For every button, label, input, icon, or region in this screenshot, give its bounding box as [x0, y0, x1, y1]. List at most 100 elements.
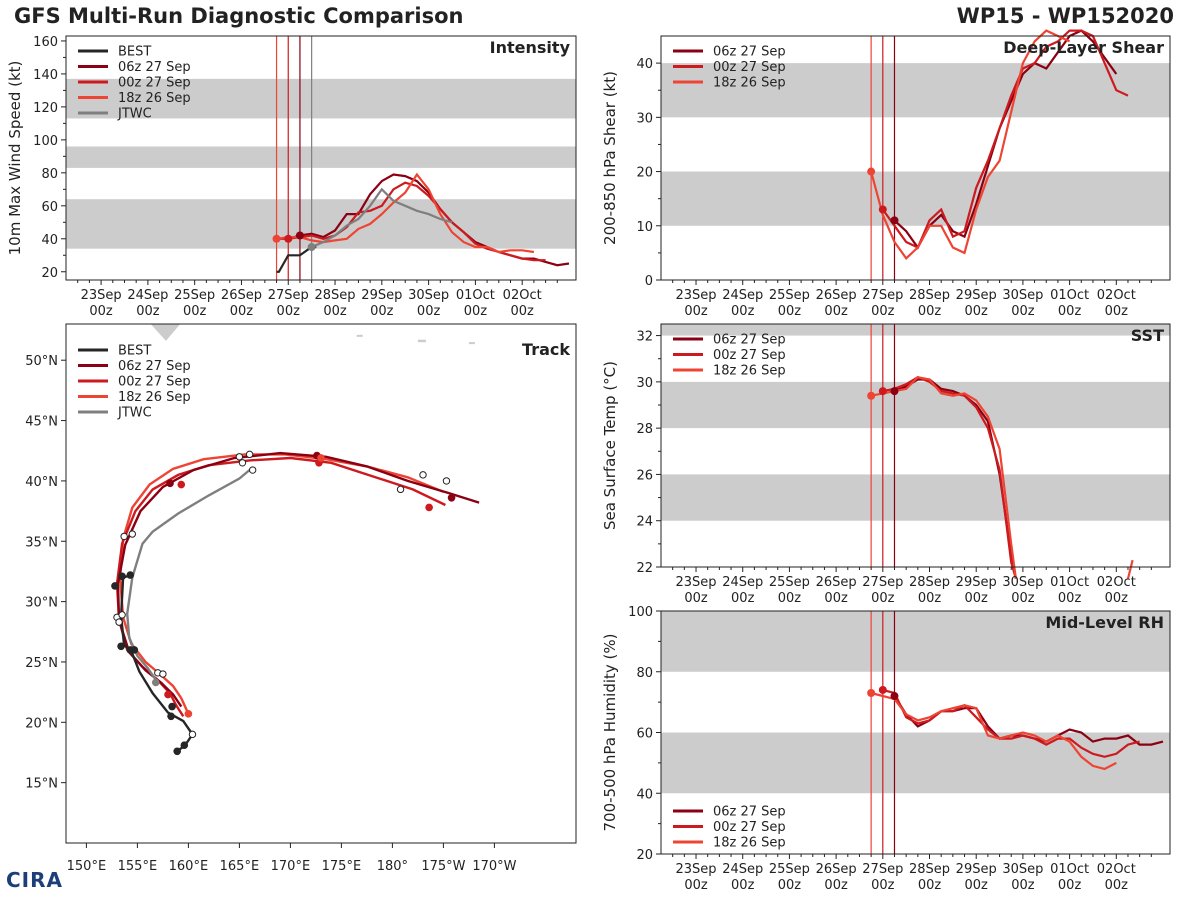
track-point: [317, 454, 325, 462]
track-open-point: [419, 471, 427, 479]
legend-label: 18z 26 Sep: [118, 390, 191, 405]
x-tick-label: 180°: [377, 859, 408, 874]
y-tick-label: 45°N: [25, 415, 58, 430]
x-tick-sublabel: 00z: [1105, 304, 1129, 319]
y-tick-label: 0: [645, 274, 653, 289]
x-tick-sublabel: 00z: [1011, 878, 1035, 893]
x-tick-label: 27Sep: [862, 288, 903, 303]
x-tick-sublabel: 00z: [731, 878, 755, 893]
panel-shear: 01020304023Sep00z24Sep00z25Sep00z26Sep00…: [601, 29, 1171, 319]
x-tick-label: 160°E: [169, 859, 209, 874]
y-tick-label: 30: [636, 376, 653, 391]
y-tick-label: 100: [628, 605, 653, 620]
x-tick-label: 30Sep: [1002, 575, 1043, 590]
track-open-point: [120, 532, 128, 541]
panel-title: SST: [1131, 326, 1164, 345]
y-tick-label: 30°N: [25, 596, 58, 611]
start-marker: [878, 685, 887, 694]
y-tick-label: 140: [33, 68, 58, 83]
x-tick-sublabel: 00z: [824, 878, 848, 893]
x-tick-sublabel: 00z: [277, 304, 301, 319]
y-tick-label: 28: [636, 422, 653, 437]
y-axis-label: Sea Surface Temp (°C): [601, 361, 619, 530]
x-tick-label: 155°E: [118, 859, 158, 874]
x-tick-sublabel: 00z: [965, 304, 989, 319]
x-tick-label: 26Sep: [221, 288, 262, 303]
panel-title: Deep-Layer Shear: [1003, 38, 1164, 57]
x-tick-label: 01Oct: [1050, 575, 1089, 590]
start-marker: [867, 689, 876, 698]
legend-label: 06z 27 Sep: [118, 359, 191, 374]
start-marker: [272, 234, 281, 243]
x-tick-sublabel: 00z: [965, 878, 989, 893]
x-tick-label: 28Sep: [909, 575, 950, 590]
x-tick-sublabel: 00z: [871, 304, 895, 319]
cira-logo: CIRA: [6, 868, 63, 892]
axes-frame: [65, 35, 577, 281]
y-axis-label: 10m Max Wind Speed (kt): [6, 61, 24, 256]
chart-title: GFS Multi-Run Diagnostic Comparison: [14, 4, 464, 28]
x-tick-label: 27Sep: [862, 862, 903, 877]
x-tick-label: 24Sep: [722, 575, 763, 590]
panel-sst: 22242628303223Sep00z24Sep00z25Sep00z26Se…: [601, 323, 1171, 606]
legend-label: JTWC: [117, 107, 152, 122]
legend-label: BEST: [118, 45, 151, 60]
start-marker: [867, 391, 876, 400]
series-jtwc: [311, 187, 453, 249]
grey-band: [661, 171, 1170, 226]
x-tick-sublabel: 00z: [89, 304, 113, 319]
x-tick-sublabel: 00z: [1058, 591, 1082, 606]
start-marker: [295, 231, 304, 240]
x-tick-sublabel: 00z: [136, 304, 160, 319]
legend-label: 06z 27 Sep: [713, 45, 786, 60]
panel-title: Mid-Level RH: [1045, 613, 1164, 632]
legend-label: 18z 26 Sep: [118, 91, 191, 106]
grey-band: [661, 732, 1170, 794]
y-tick-label: 24: [636, 515, 653, 530]
x-tick-sublabel: 00z: [684, 304, 708, 319]
x-tick-label: 02Oct: [1097, 575, 1136, 590]
y-tick-label: 30: [636, 111, 653, 126]
series-run00: [881, 29, 1129, 249]
x-tick-label: 29Sep: [956, 288, 997, 303]
x-tick-label: 02Oct: [503, 288, 542, 303]
y-tick-label: 120: [33, 101, 58, 116]
x-tick-label: 170°W: [472, 859, 516, 874]
x-tick-label: 01Oct: [456, 288, 495, 303]
y-tick-label: 25°N: [25, 656, 58, 671]
track-open-point: [128, 530, 137, 538]
y-tick-label: 15°N: [25, 777, 58, 792]
legend-label: 18z 26 Sep: [713, 76, 786, 91]
y-tick-label: 20°N: [25, 716, 58, 731]
x-tick-label: 26Sep: [816, 862, 857, 877]
y-tick-label: 60: [636, 727, 653, 742]
axes-frame: [65, 323, 577, 844]
x-tick-sublabel: 00z: [918, 878, 942, 893]
x-tick-sublabel: 00z: [370, 304, 394, 319]
start-marker: [284, 234, 293, 243]
track-point: [130, 646, 139, 654]
y-tick-label: 26: [636, 468, 653, 483]
x-tick-label: 170°E: [271, 859, 311, 874]
track-run00: [115, 456, 446, 717]
x-tick-label: 175°E: [322, 859, 362, 874]
x-tick-sublabel: 00z: [511, 304, 535, 319]
grey-band: [661, 474, 1170, 521]
legend-label: 00z 27 Sep: [713, 820, 786, 835]
track-point: [167, 712, 175, 721]
series-run18: [870, 691, 1117, 771]
x-tick-label: 175°W: [421, 859, 465, 874]
legend-label: 06z 27 Sep: [713, 333, 786, 348]
track-point: [118, 572, 126, 581]
x-tick-label: 23Sep: [81, 288, 122, 303]
y-tick-label: 20: [41, 266, 58, 281]
x-tick-label: 02Oct: [1097, 862, 1136, 877]
track-point: [111, 582, 119, 590]
x-tick-label: 27Sep: [268, 288, 309, 303]
x-tick-label: 30Sep: [408, 288, 449, 303]
x-tick-sublabel: 00z: [871, 591, 895, 606]
x-tick-sublabel: 00z: [778, 591, 802, 606]
track-open-point: [248, 466, 257, 474]
x-tick-label: 28Sep: [315, 288, 356, 303]
y-axis-label: 700-500 hPa Humidity (%): [601, 633, 619, 831]
